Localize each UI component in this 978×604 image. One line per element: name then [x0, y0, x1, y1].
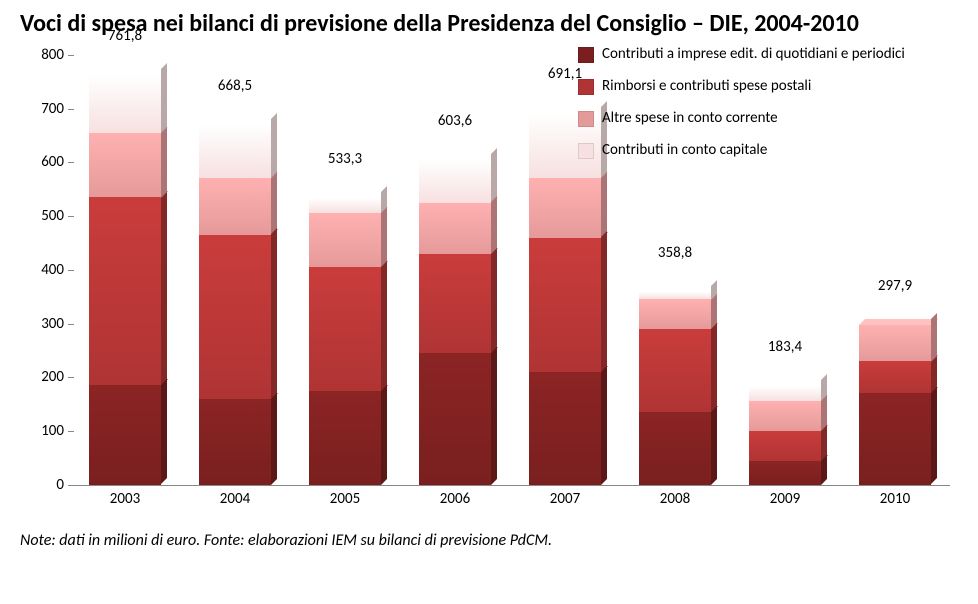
- legend-label: Rimborsi e contributi spese postali: [602, 77, 811, 95]
- bar-segment: [309, 198, 382, 213]
- y-tick-mark: [68, 270, 74, 271]
- bar-segment: [859, 325, 932, 362]
- legend: Contributi a imprese edit. di quotidiani…: [578, 45, 958, 173]
- y-axis: 0100200300400500600700800: [20, 55, 70, 485]
- bar-total-label: 761,8: [89, 27, 162, 45]
- legend-label: Contributi in conto capitale: [602, 141, 767, 159]
- bar-total-label: 603,6: [419, 112, 492, 130]
- bar-segment: [859, 393, 932, 484]
- y-tick-mark: [68, 431, 74, 432]
- legend-label: Altre spese in conto corrente: [602, 109, 778, 127]
- legend-swatch: [578, 79, 594, 95]
- chart-note: Note: dati in milioni di euro. Fonte: el…: [20, 531, 958, 550]
- bar-segment: [419, 254, 492, 353]
- bar-segment: [309, 267, 382, 391]
- x-tick-label: 2007: [550, 490, 580, 508]
- y-tick-label: 600: [41, 153, 64, 171]
- legend-label: Contributi a imprese edit. di quotidiani…: [602, 45, 905, 63]
- bar-total-label: 297,9: [859, 277, 932, 295]
- x-axis-labels: 2003 2004 2005 2006 2007 2008 2009 2010: [70, 490, 950, 515]
- chart-container: Voci di spesa nei bilanci di previsione …: [0, 0, 978, 604]
- bar-segment: [199, 125, 272, 178]
- bar-segment: [199, 178, 272, 234]
- bar-segment: [749, 386, 822, 401]
- y-tick-label: 700: [41, 100, 64, 118]
- x-tick-label: 2004: [220, 490, 250, 508]
- chart-region: 0100200300400500600700800 761,8668,5533,…: [20, 45, 958, 525]
- bar-segment: [749, 461, 822, 485]
- y-tick-mark: [68, 109, 74, 110]
- bar-segment: [89, 385, 162, 484]
- y-tick-label: 800: [41, 46, 64, 64]
- bar-segment: [639, 299, 712, 329]
- legend-item: Altre spese in conto corrente: [578, 109, 958, 127]
- x-tick-label: 2008: [660, 490, 690, 508]
- bar-segment: [309, 391, 382, 485]
- y-tick-label: 0: [56, 476, 64, 494]
- bar-segment: [419, 353, 492, 485]
- y-tick-mark: [68, 324, 74, 325]
- bar-total-label: 183,4: [749, 339, 822, 357]
- bar-segment: [749, 401, 822, 431]
- bar-segment: [419, 160, 492, 202]
- bar-segment: [529, 372, 602, 485]
- bar-segment: [529, 178, 602, 237]
- legend-swatch: [578, 47, 594, 63]
- bar-total-label: 358,8: [639, 244, 712, 262]
- y-tick-label: 100: [41, 422, 64, 440]
- bar-segment: [309, 213, 382, 267]
- x-tick-label: 2009: [770, 490, 800, 508]
- bar-segment: [749, 431, 822, 461]
- bar-segment: [639, 329, 712, 412]
- y-tick-label: 200: [41, 368, 64, 386]
- x-tick-label: 2006: [440, 490, 470, 508]
- legend-item: Contributi in conto capitale: [578, 141, 958, 159]
- bar-total-label: 533,3: [309, 151, 382, 169]
- y-tick-label: 500: [41, 207, 64, 225]
- bar-segment: [859, 361, 932, 393]
- y-tick-mark: [68, 55, 74, 56]
- bar-segment: [89, 133, 162, 198]
- legend-swatch: [578, 143, 594, 159]
- bar-segment: [419, 203, 492, 254]
- bar-segment: [529, 238, 602, 372]
- legend-item: Rimborsi e contributi spese postali: [578, 77, 958, 95]
- bar-segment: [89, 75, 162, 133]
- bar-segment: [199, 399, 272, 485]
- x-tick-label: 2003: [110, 490, 140, 508]
- legend-swatch: [578, 111, 594, 127]
- x-tick-label: 2010: [880, 490, 910, 508]
- y-tick-mark: [68, 485, 74, 486]
- y-tick-label: 400: [41, 261, 64, 279]
- x-tick-label: 2005: [330, 490, 360, 508]
- bar-segment: [199, 235, 272, 399]
- y-tick-label: 300: [41, 315, 64, 333]
- legend-item: Contributi a imprese edit. di quotidiani…: [578, 45, 958, 63]
- bar-segment: [89, 197, 162, 385]
- bar-total-label: 668,5: [199, 77, 272, 95]
- y-tick-mark: [68, 377, 74, 378]
- y-tick-mark: [68, 162, 74, 163]
- bar-segment: [639, 412, 712, 485]
- bar-segment: [639, 292, 712, 300]
- y-tick-mark: [68, 216, 74, 217]
